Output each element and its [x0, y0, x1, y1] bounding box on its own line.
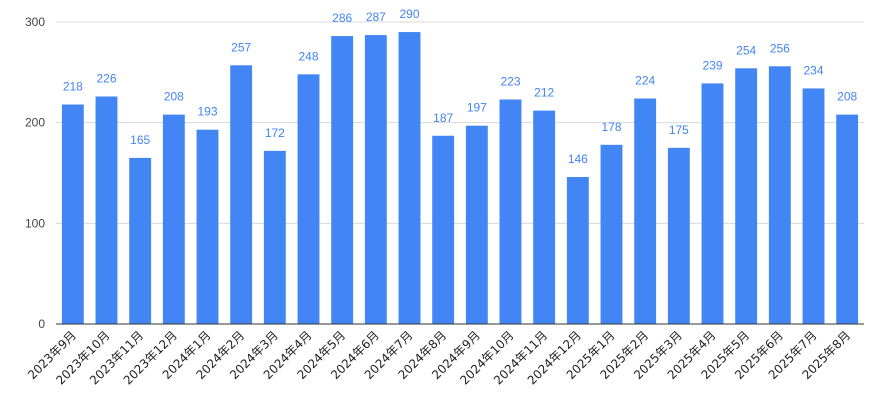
data-label-22: 256 [770, 41, 790, 55]
data-label-1: 218 [63, 80, 83, 94]
bar-19 [667, 147, 690, 324]
data-label-2: 226 [96, 71, 116, 85]
x-axis-tick-labels: 2023年9月2023年10月2023年11月2023年12月2024年1月20… [25, 328, 853, 387]
bar-2 [95, 96, 118, 324]
bar-10 [364, 35, 387, 324]
data-label-3: 165 [130, 133, 150, 147]
bar-4 [162, 114, 185, 324]
y-tick-label: 0 [38, 317, 45, 331]
data-label-17: 178 [601, 120, 621, 134]
y-tick-label: 300 [25, 15, 45, 29]
data-label-18: 224 [635, 74, 655, 88]
bar-24 [836, 114, 859, 324]
data-label-15: 212 [534, 86, 554, 100]
bar-23 [802, 88, 825, 324]
data-label-11: 290 [399, 7, 419, 21]
bar-13 [465, 125, 488, 324]
bar-11 [398, 32, 421, 325]
data-label-12: 187 [433, 111, 453, 125]
data-labels: 218 226 165 208 193 257 172 248 286 287 290 187 197 2… [63, 7, 858, 166]
bar-15 [533, 110, 556, 324]
data-label-8: 248 [298, 49, 318, 63]
bar-8 [297, 74, 320, 324]
data-label-5: 193 [197, 105, 217, 119]
bar-21 [735, 68, 758, 324]
data-label-19: 175 [669, 123, 689, 137]
data-label-13: 197 [467, 101, 487, 115]
data-label-7: 172 [265, 126, 285, 140]
bar-6 [230, 65, 253, 324]
data-label-16: 146 [568, 152, 588, 166]
bar-16 [566, 177, 589, 324]
data-label-20: 239 [702, 58, 722, 72]
bar-12 [432, 135, 455, 324]
gridlines [56, 21, 864, 224]
bar-3 [129, 157, 152, 324]
data-label-21: 254 [736, 43, 756, 57]
bar-18 [634, 98, 657, 324]
data-label-24: 208 [837, 90, 857, 104]
y-tick-label: 100 [25, 216, 45, 230]
bars [61, 32, 859, 325]
data-label-9: 286 [332, 11, 352, 25]
y-axis-ticks: 0 100 200 300 [25, 15, 45, 331]
data-label-14: 223 [500, 75, 520, 89]
y-tick-label: 200 [25, 116, 45, 130]
data-label-6: 257 [231, 40, 251, 54]
data-label-23: 234 [803, 63, 823, 77]
data-label-10: 287 [366, 10, 386, 24]
bar-7 [263, 150, 286, 324]
bar-1 [61, 104, 84, 325]
data-label-4: 208 [164, 90, 184, 104]
bar-5 [196, 129, 219, 324]
bar-20 [701, 83, 724, 324]
bar-17 [600, 144, 623, 324]
bar-14 [499, 99, 522, 324]
bar-9 [331, 36, 354, 325]
bar-22 [768, 66, 791, 324]
